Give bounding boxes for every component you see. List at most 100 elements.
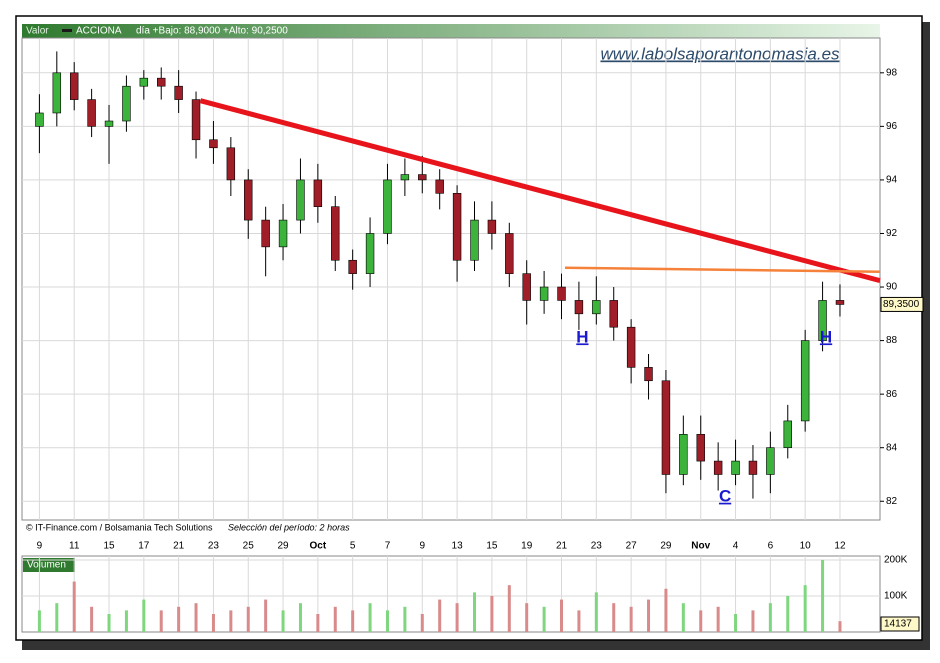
candle-body — [104, 120, 114, 127]
annotation: C — [719, 487, 731, 506]
x-tick-label: 23 — [208, 541, 220, 552]
candle-body — [748, 460, 758, 475]
y-tick-label: 82 — [886, 496, 898, 507]
candle-body — [122, 85, 131, 122]
volume-bar — [351, 610, 355, 632]
x-tick-label: 4 — [733, 541, 739, 552]
candle-body — [783, 420, 792, 448]
volume-bar — [629, 606, 633, 632]
volume-bar — [55, 603, 59, 632]
volume-bar — [142, 599, 146, 632]
candle-body — [713, 460, 723, 475]
candle-body — [244, 179, 253, 221]
volume-bar — [211, 613, 215, 632]
candle-body — [644, 367, 653, 382]
volume-bar — [37, 610, 41, 632]
candle-body — [35, 112, 44, 127]
y-tick-label: 90 — [886, 282, 898, 293]
x-tick-label: 17 — [138, 541, 150, 552]
x-tick-label: 9 — [420, 541, 426, 552]
annotation: H — [576, 327, 588, 346]
volume-bar — [438, 599, 442, 632]
candle-body — [435, 179, 444, 194]
y-tick-label: 98 — [886, 67, 898, 78]
y-tick-label: 96 — [886, 121, 898, 132]
candle-body — [296, 179, 305, 221]
candle-body — [191, 99, 201, 141]
candle-body — [313, 179, 323, 208]
legend-swatch — [62, 29, 72, 32]
last-price-label: 89,3500 — [883, 299, 920, 310]
volume-bar — [786, 595, 790, 632]
volume-panel — [21, 555, 881, 633]
volume-bar — [159, 610, 163, 632]
volume-bar — [768, 603, 772, 632]
volume-bar — [664, 588, 668, 632]
x-tick-label: 27 — [626, 541, 638, 552]
candle-body — [418, 174, 427, 181]
candle-body — [731, 460, 740, 475]
volume-bar — [542, 606, 546, 632]
x-tick-label: 23 — [591, 541, 603, 552]
x-tick-label: 15 — [486, 541, 498, 552]
volume-bar — [716, 606, 720, 632]
y-tick-label: 92 — [886, 228, 898, 239]
candle-body — [383, 179, 392, 234]
x-tick-label: 7 — [385, 541, 391, 552]
volume-bar — [612, 603, 616, 632]
candle-body — [174, 85, 183, 100]
candle-body — [226, 147, 236, 181]
footer: © IT-Finance.com / Bolsamania Tech Solut… — [26, 522, 213, 532]
candle-body — [400, 174, 410, 181]
volume-bar — [124, 610, 128, 632]
volume-bar — [194, 603, 198, 632]
x-tick-label: 21 — [556, 541, 568, 552]
volume-bar — [507, 585, 511, 632]
candle-body — [278, 219, 288, 248]
x-tick-label: Nov — [691, 541, 710, 552]
x-tick-label: 12 — [834, 541, 846, 552]
volume-bar — [490, 595, 494, 632]
volume-tick-label: 200K — [884, 555, 908, 566]
x-tick-label: Oct — [310, 541, 327, 552]
x-tick-label: 15 — [103, 541, 115, 552]
y-tick-label: 88 — [886, 335, 898, 346]
candle-body — [818, 300, 827, 341]
candle-body — [139, 77, 149, 87]
candle-body — [696, 434, 705, 462]
x-tick-label: 29 — [277, 541, 289, 552]
y-tick-label: 84 — [886, 442, 898, 453]
candle-body — [157, 77, 166, 87]
last-volume-box — [880, 616, 920, 632]
volume-bar — [229, 610, 233, 632]
trend-line — [199, 98, 881, 284]
candle-body — [661, 380, 671, 475]
x-tick-label: 19 — [521, 541, 533, 552]
x-tick-label: 5 — [350, 541, 356, 552]
candle-body — [365, 233, 375, 274]
last-price-box — [880, 296, 924, 312]
candle-body — [679, 434, 688, 475]
volume-bar — [838, 621, 842, 632]
volume-bar — [734, 613, 738, 632]
volume-bar — [281, 610, 285, 632]
volume-bar — [821, 559, 825, 632]
candle-body — [557, 286, 566, 301]
volume-bar — [525, 603, 529, 632]
volume-bar — [368, 603, 372, 632]
header-name: ACCIONA — [76, 26, 122, 37]
volume-tick-label: 100K — [884, 591, 908, 602]
period: Selección del período: 2 horas — [228, 522, 350, 532]
candle-body — [87, 99, 96, 127]
volume-bar — [107, 613, 111, 632]
header-label: Valor — [26, 26, 49, 37]
volume-bar — [403, 606, 407, 632]
x-tick-label: 11 — [69, 541, 80, 552]
candle-body — [574, 300, 584, 315]
volume-bar — [298, 603, 302, 632]
header-info: día +Bajo: 88,9000 +Alto: 90,2500 — [136, 26, 288, 37]
volume-bar — [246, 606, 250, 632]
candle-body — [835, 300, 845, 305]
volume-bar — [264, 599, 268, 632]
